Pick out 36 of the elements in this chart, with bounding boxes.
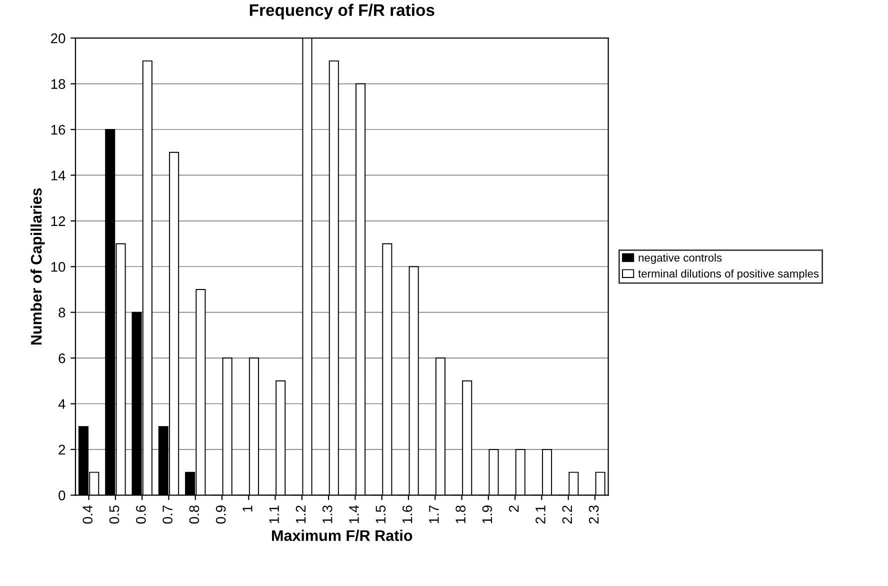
x-axis-title: Maximum F/R Ratio <box>272 530 412 542</box>
y-tick-label: 8 <box>58 308 66 318</box>
x-tick-label: 1.1 <box>269 506 279 524</box>
x-tick-label: 0.9 <box>216 506 226 524</box>
y-axis-title: Number of Capillaries <box>30 188 45 345</box>
chart-title: Frequency of F/R ratios <box>250 4 434 20</box>
y-tick-label: 20 <box>51 33 66 44</box>
y-tick-label: 0 <box>58 490 66 500</box>
y-tick-label: 6 <box>58 353 66 364</box>
x-tick-label: 0.4 <box>82 505 93 524</box>
x-tick-label: 2.1 <box>536 506 546 524</box>
x-tick-label: 1 <box>242 506 252 512</box>
x-tick-label: 2 <box>508 506 519 512</box>
x-tick-label: 1.7 <box>429 506 439 524</box>
x-tick-label: 1.9 <box>482 506 492 524</box>
y-tick-label: 12 <box>51 216 66 226</box>
y-tick-label: 2 <box>58 444 66 454</box>
x-tick-label: 1.3 <box>322 506 332 524</box>
x-tick-label: 2.2 <box>562 506 572 524</box>
x-tick-label: 1.8 <box>456 505 466 524</box>
y-tick-label: 16 <box>51 124 66 135</box>
legend-label: terminal dilutions of positive samples <box>638 269 819 280</box>
y-tick-label: 10 <box>51 262 66 272</box>
x-tick-label: 1.6 <box>402 506 412 524</box>
y-tick-label: 4 <box>58 399 66 409</box>
x-tick-label: 1.4 <box>349 505 359 524</box>
legend-label: negative controls <box>638 253 722 264</box>
y-tick-label: 14 <box>51 170 66 180</box>
x-tick-label: 0.6 <box>136 506 146 524</box>
x-tick-label: 2.3 <box>588 506 599 524</box>
x-tick-label: 0.5 <box>109 505 120 524</box>
x-tick-label: 1.2 <box>296 506 306 524</box>
y-tick-label: 18 <box>51 79 66 89</box>
x-tick-label: 1.5 <box>376 505 386 524</box>
x-tick-label: 0.7 <box>162 506 172 524</box>
x-tick-label: 0.8 <box>189 505 200 524</box>
